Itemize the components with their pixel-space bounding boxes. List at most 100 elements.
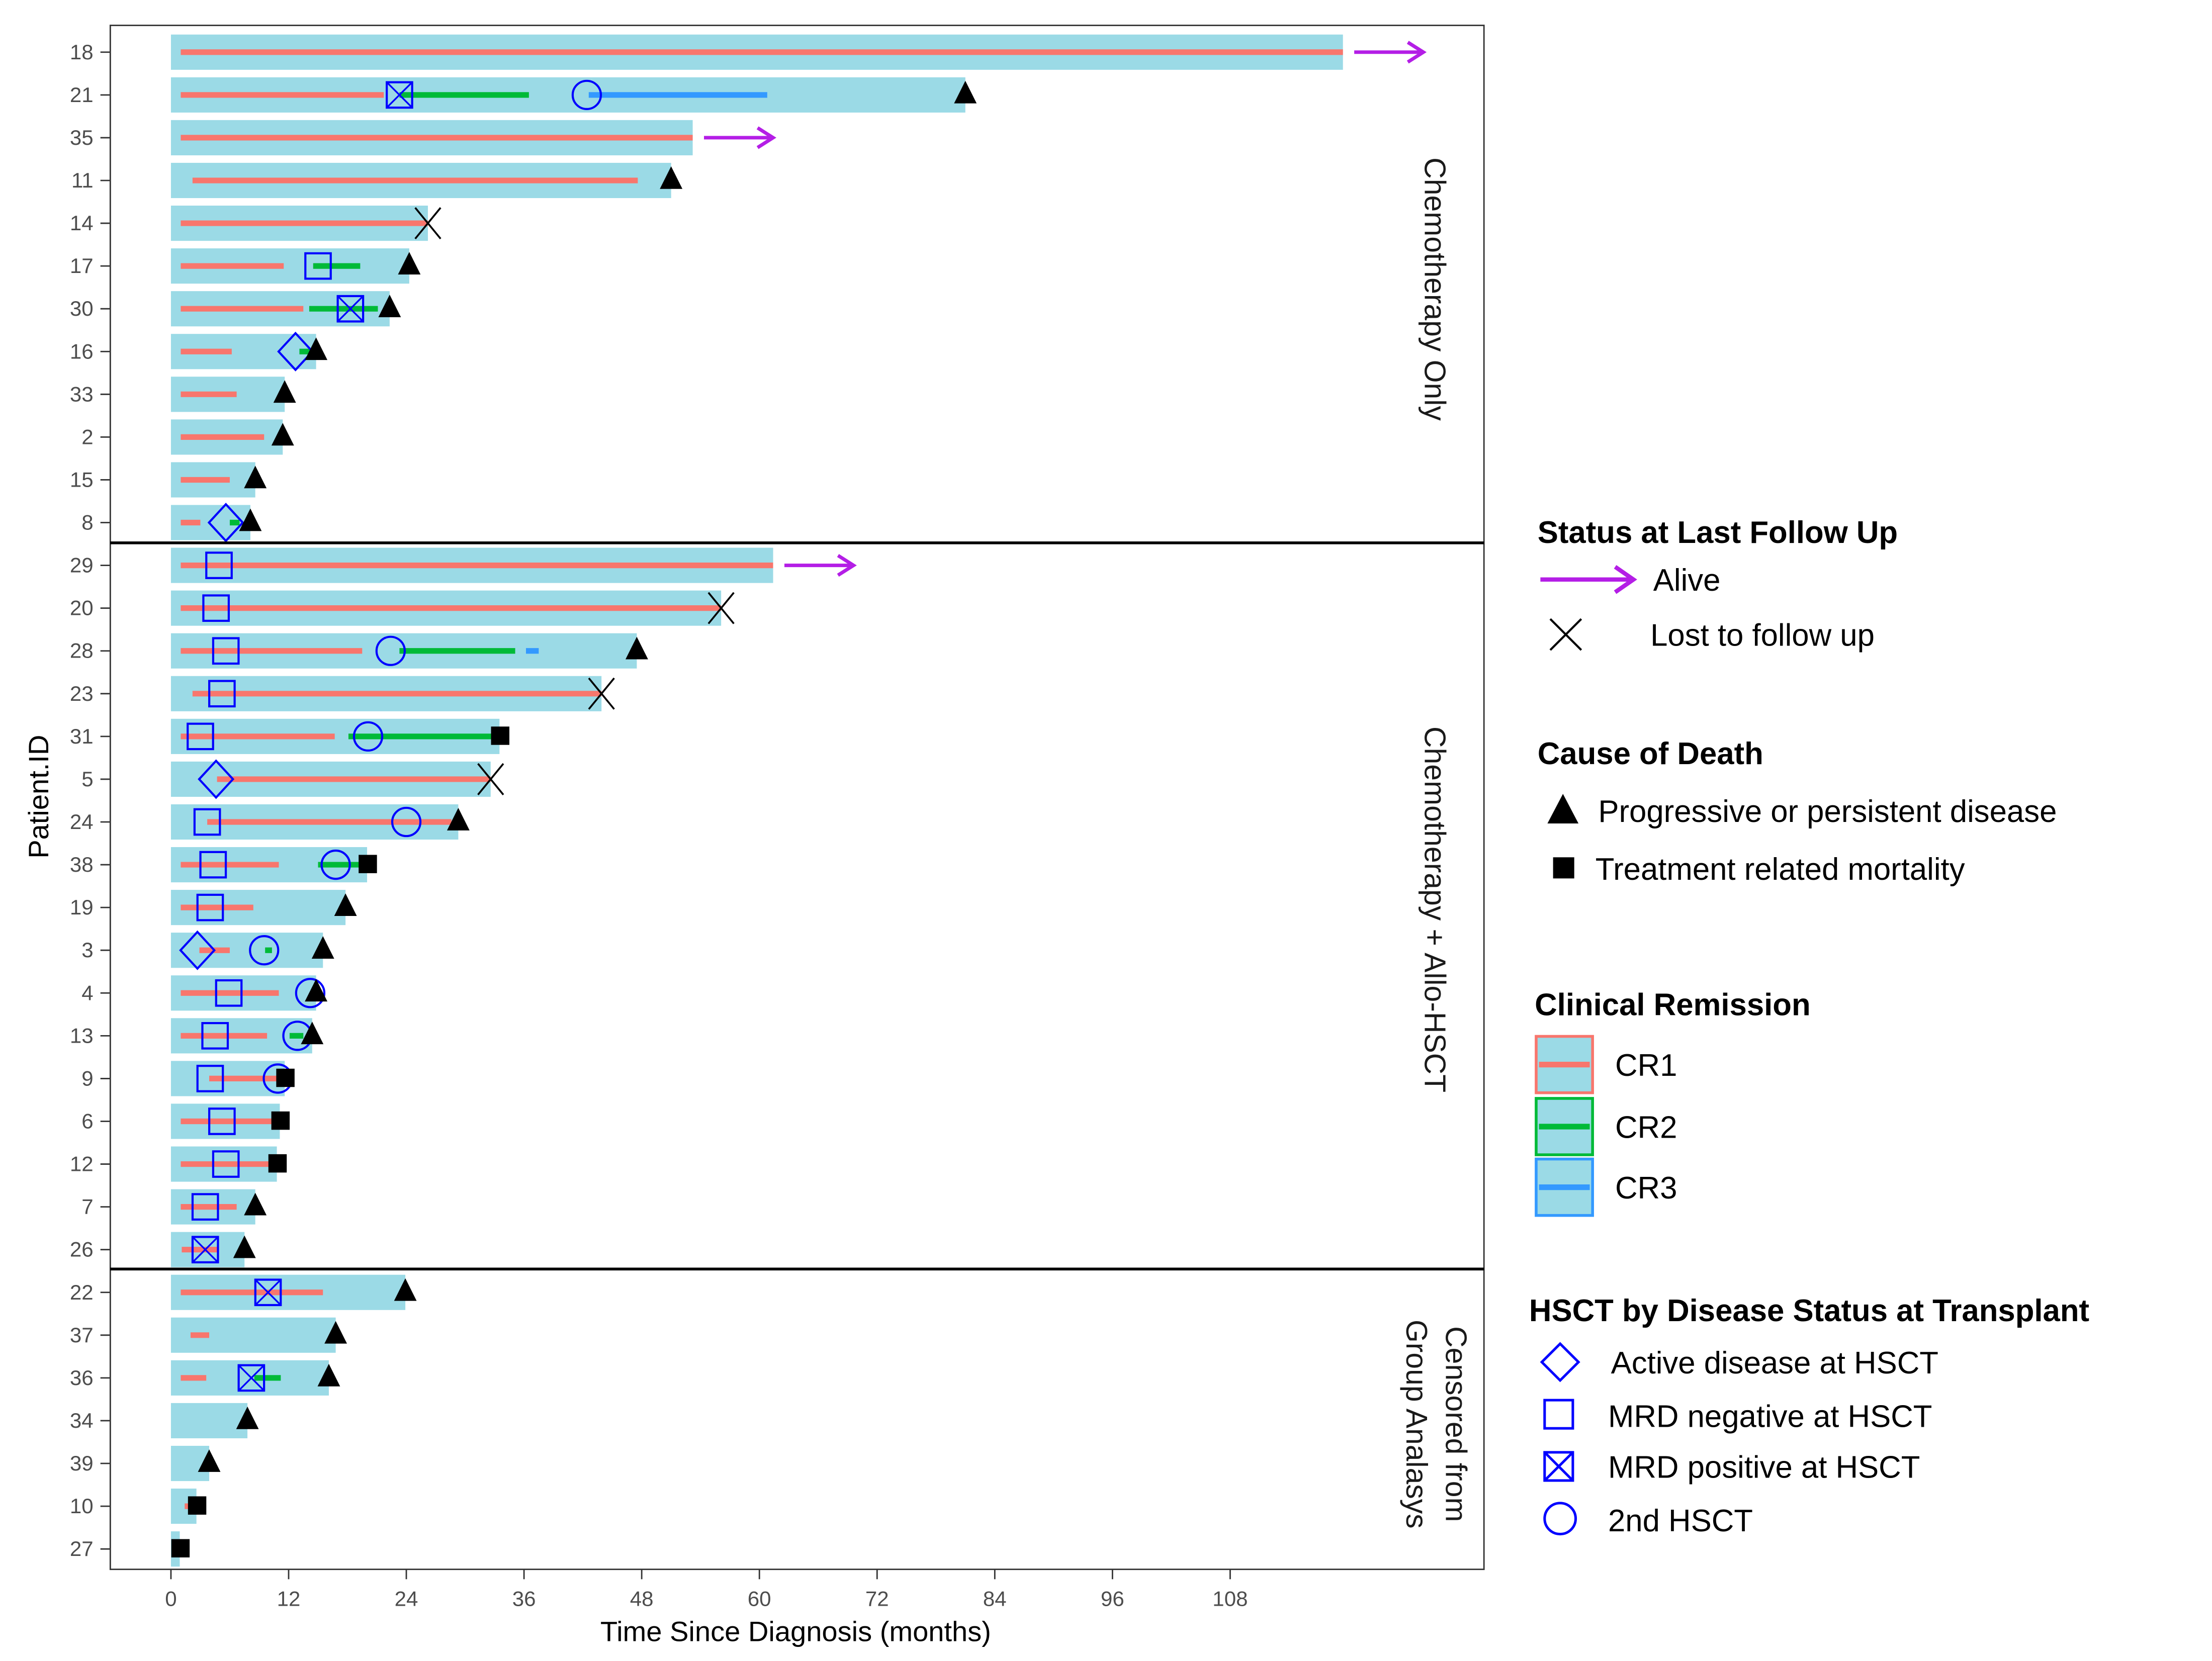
legend-title-status: Status at Last Follow Up (1538, 515, 1898, 550)
hsct-mrd-pos-square (191, 1236, 219, 1264)
hsct-mrd-neg-square (212, 637, 240, 665)
y-tick-label: 31 (70, 724, 94, 748)
trm-square (491, 726, 509, 745)
patient-row-4 (170, 975, 328, 1011)
patient-row-31 (170, 718, 509, 754)
y-tick-label: 12 (70, 1152, 94, 1176)
x-tick-label: 108 (1212, 1587, 1248, 1611)
hsct-mrd-neg-square (199, 851, 227, 879)
patient-row-29 (170, 547, 857, 583)
patient-row-10 (170, 1489, 207, 1524)
y-tick-label: 7 (81, 1195, 93, 1219)
diamond-icon (1540, 1342, 1580, 1382)
patient-row-26 (170, 1232, 256, 1267)
progressive-triangle (233, 1235, 256, 1258)
legend-title-death: Cause of Death (1538, 736, 1763, 771)
hsct-second-circle (295, 978, 326, 1008)
patient-row-5 (170, 759, 504, 799)
progressive-triangle (660, 166, 683, 189)
progressive-triangle (317, 1363, 340, 1387)
legend-label-cr1: CR1 (1615, 1048, 1677, 1083)
progressive-triangle (305, 979, 328, 1002)
hsct-mrd-neg-square (212, 1150, 240, 1178)
trm-square (171, 1539, 190, 1557)
y-tick-label: 17 (70, 254, 94, 278)
trm-square (188, 1496, 207, 1515)
y-tick-label: 9 (81, 1066, 93, 1090)
hsct-mrd-pos-square (237, 1364, 266, 1392)
patient-row-34 (170, 1403, 259, 1439)
y-tick-label: 38 (70, 853, 94, 876)
hsct-second-circle (391, 806, 422, 838)
y-tick-label: 30 (70, 297, 94, 320)
x-tick-label: 96 (1101, 1587, 1124, 1611)
progressive-triangle (394, 1278, 417, 1301)
patient-row-18 (170, 34, 1427, 70)
patient-row-30 (170, 291, 401, 327)
hsct-mrd-neg-square (215, 979, 243, 1007)
x-tick-label: 60 (748, 1587, 771, 1611)
x-tick-label: 48 (630, 1587, 654, 1611)
y-tick-label: 13 (70, 1024, 94, 1047)
y-tick-label: 28 (70, 639, 94, 663)
lost-x-icon (1549, 618, 1582, 651)
legend-label-active: Active disease at HSCT (1611, 1346, 1938, 1380)
y-tick-label: 18 (70, 40, 94, 64)
patient-row-21 (170, 77, 977, 113)
y-tick-label: 39 (70, 1451, 94, 1475)
patient-row-17 (170, 248, 421, 284)
lost-x-marker (414, 207, 441, 240)
progressive-triangle (301, 1022, 324, 1045)
y-axis-title: Patient.ID (23, 735, 54, 859)
legend-title-hsct: HSCT by Disease Status at Transplant (1529, 1294, 2089, 1328)
patient-row-12 (170, 1146, 287, 1182)
crossed-square-icon (1543, 1451, 1574, 1482)
patient-row-39 (170, 1445, 221, 1482)
strip-label-censored-line2: Group Analasys (1400, 1320, 1433, 1529)
trm-square (276, 1068, 295, 1087)
progressive-triangle (324, 1321, 347, 1344)
y-tick-label: 4 (81, 981, 93, 1004)
y-tick-label: 2 (81, 425, 93, 448)
alive-arrow-head (1406, 41, 1427, 64)
patient-row-33 (170, 377, 296, 412)
y-tick-label: 8 (81, 511, 93, 534)
progressive-triangle (236, 1406, 259, 1429)
progressive-triangle (311, 936, 334, 959)
legend-label-progressive: Progressive or persistent disease (1598, 794, 2057, 829)
hsct-active-diamond (198, 759, 235, 799)
y-tick-label: 3 (81, 938, 93, 962)
triangle-icon (1547, 794, 1579, 823)
trm-square (271, 1111, 290, 1130)
hsct-mrd-neg-square (196, 893, 224, 921)
y-tick-label: 10 (70, 1494, 94, 1518)
trm-square (359, 855, 377, 873)
patient-row-27 (170, 1531, 190, 1567)
patient-row-38 (170, 847, 377, 883)
y-tick-label: 24 (70, 810, 94, 834)
hsct-second-circle (352, 721, 384, 752)
progressive-triangle (244, 1192, 267, 1216)
circle-icon (1543, 1502, 1577, 1536)
patient-row-20 (170, 590, 735, 626)
legend-label-mrd-pos: MRD positive at HSCT (1608, 1450, 1920, 1485)
progressive-triangle (334, 893, 357, 916)
x-tick-label: 12 (277, 1587, 301, 1611)
patient-row-19 (170, 890, 357, 926)
hsct-mrd-pos-square (336, 295, 365, 323)
hsct-active-diamond (277, 331, 314, 372)
y-tick-label: 34 (70, 1409, 94, 1432)
strip-label-chemo-hsct: Chemotherapy + Allo-HSCT (1418, 726, 1451, 1092)
y-tick-label: 33 (70, 382, 94, 406)
progressive-triangle (305, 337, 328, 360)
progressive-triangle (198, 1449, 221, 1472)
followup-bar (170, 933, 323, 968)
hsct-mrd-neg-square (208, 1108, 236, 1135)
hsct-second-circle (320, 849, 351, 880)
hsct-second-circle (249, 935, 280, 966)
hsct-mrd-neg-square (196, 1065, 224, 1092)
y-tick-label: 5 (81, 767, 93, 791)
progressive-triangle (378, 295, 401, 318)
open-square-icon (1543, 1399, 1574, 1430)
